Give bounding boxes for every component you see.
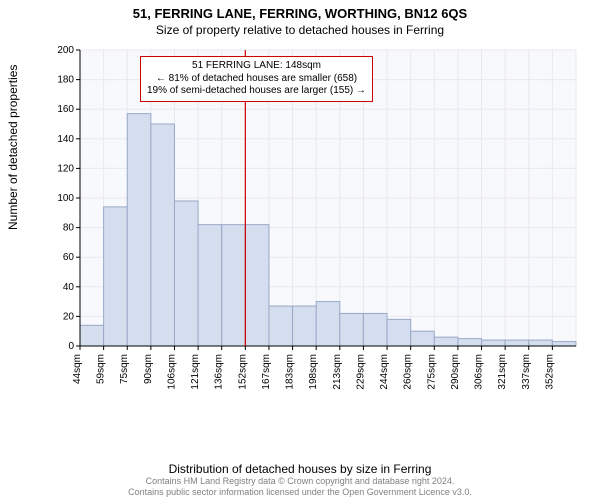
svg-text:229sqm: 229sqm xyxy=(355,354,366,390)
svg-text:183sqm: 183sqm xyxy=(285,354,296,390)
footer-line2: Contains public sector information licen… xyxy=(0,487,600,498)
svg-text:121sqm: 121sqm xyxy=(190,354,201,390)
svg-text:100: 100 xyxy=(57,193,74,204)
svg-text:140: 140 xyxy=(57,134,74,145)
callout-line2: ← 81% of detached houses are smaller (65… xyxy=(147,73,366,86)
svg-text:90sqm: 90sqm xyxy=(143,354,154,384)
svg-text:337sqm: 337sqm xyxy=(521,354,532,390)
svg-text:260sqm: 260sqm xyxy=(403,354,414,390)
svg-text:136sqm: 136sqm xyxy=(214,354,225,390)
svg-text:59sqm: 59sqm xyxy=(96,354,107,384)
svg-text:290sqm: 290sqm xyxy=(450,354,461,390)
svg-text:213sqm: 213sqm xyxy=(332,354,343,390)
svg-text:198sqm: 198sqm xyxy=(308,354,319,390)
callout-line3: 19% of semi-detached houses are larger (… xyxy=(147,85,366,98)
svg-text:180: 180 xyxy=(57,75,74,86)
svg-text:106sqm: 106sqm xyxy=(166,354,177,390)
callout-box: 51 FERRING LANE: 148sqm ← 81% of detache… xyxy=(140,56,373,102)
chart-title-sub: Size of property relative to detached ho… xyxy=(0,21,600,37)
svg-text:306sqm: 306sqm xyxy=(474,354,485,390)
footer-line1: Contains HM Land Registry data © Crown c… xyxy=(0,476,600,487)
svg-text:200: 200 xyxy=(57,46,74,56)
svg-text:120: 120 xyxy=(57,163,74,174)
y-axis-label: Number of detached properties xyxy=(6,65,20,230)
svg-text:0: 0 xyxy=(68,341,74,352)
svg-text:275sqm: 275sqm xyxy=(426,354,437,390)
chart-title-main: 51, FERRING LANE, FERRING, WORTHING, BN1… xyxy=(0,0,600,21)
svg-text:321sqm: 321sqm xyxy=(497,354,508,390)
svg-text:75sqm: 75sqm xyxy=(119,354,130,384)
chart-area: 0 20 40 60 80 100 120 140 160 180 200 44sqm 59sqm 75s… xyxy=(50,46,580,416)
svg-text:244sqm: 244sqm xyxy=(379,354,390,390)
svg-text:352sqm: 352sqm xyxy=(544,354,555,390)
svg-text:80: 80 xyxy=(63,223,75,234)
histogram-svg: 0 20 40 60 80 100 120 140 160 180 200 44sqm 59sqm 75s… xyxy=(50,46,580,416)
svg-text:152sqm: 152sqm xyxy=(237,354,248,390)
svg-text:20: 20 xyxy=(63,311,75,322)
svg-text:40: 40 xyxy=(63,282,75,293)
footer-attribution: Contains HM Land Registry data © Crown c… xyxy=(0,476,600,498)
svg-text:160: 160 xyxy=(57,104,74,115)
callout-line1: 51 FERRING LANE: 148sqm xyxy=(147,60,366,73)
svg-text:44sqm: 44sqm xyxy=(72,354,83,384)
svg-text:60: 60 xyxy=(63,252,75,263)
svg-text:167sqm: 167sqm xyxy=(261,354,272,390)
x-axis-label: Distribution of detached houses by size … xyxy=(0,462,600,476)
